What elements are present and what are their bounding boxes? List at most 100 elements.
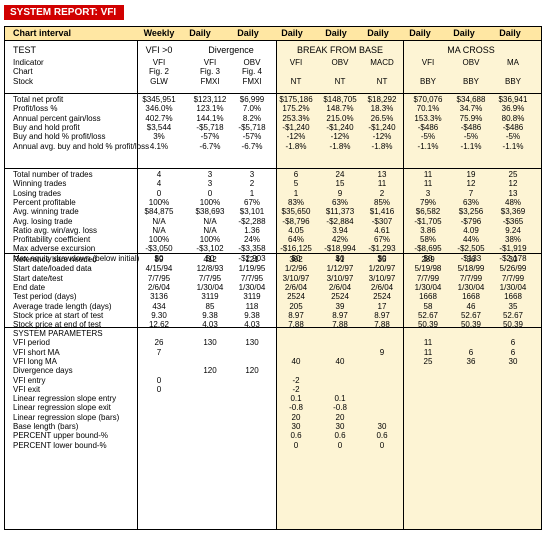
row-cell: $175,186 <box>279 95 313 104</box>
head-row-cell: BBY <box>419 77 437 86</box>
row-cell: $0 <box>205 253 215 263</box>
row-cell: 3/10/97 <box>368 273 396 283</box>
group-break-from-base: BREAK FROM BASE <box>296 45 384 55</box>
section-divider <box>4 168 542 169</box>
row-cell: 18.3% <box>370 104 394 114</box>
row-cell: -$2,903 <box>238 253 266 263</box>
row-label: Winning trades <box>13 179 67 189</box>
row-cell: 63% <box>462 197 480 207</box>
chart-interval-band <box>4 26 542 41</box>
row-cell: 52.67 <box>417 310 439 320</box>
report-title: SYSTEM REPORT: VFI <box>4 5 125 20</box>
interval-cell: Daily <box>499 28 521 38</box>
row-cell: 3 <box>207 170 213 179</box>
row-cell: 3 <box>207 179 213 189</box>
interval-cell: Weekly <box>143 28 175 38</box>
row-cell: 36 <box>466 356 476 366</box>
row-cell: 12 <box>466 179 476 189</box>
row-cell: 50.39 <box>502 320 524 330</box>
head-row-cell: Fig. 4 <box>241 67 263 76</box>
row-label: Annual avg. buy and hold % profit/loss <box>13 141 150 151</box>
row-cell: 3/10/97 <box>326 273 354 283</box>
row-cell: 52.67 <box>502 310 524 320</box>
row-cell: -$8,796 <box>282 216 310 226</box>
row-cell: 130 <box>203 338 217 348</box>
row-cell: $3,256 <box>458 207 484 217</box>
head-row-label: Chart <box>13 67 33 76</box>
row-cell: 7 <box>156 347 162 357</box>
row-cell: -$16,125 <box>280 244 312 254</box>
row-cell: 11 <box>377 179 387 189</box>
row-cell: 30 <box>335 422 345 431</box>
row-cell: -6.7% <box>199 141 221 151</box>
row-cell: 123.1% <box>196 104 224 114</box>
row-cell: 2524 <box>373 292 391 302</box>
row-cell: 2524 <box>331 292 349 302</box>
head-row-cell: GLW <box>150 77 168 86</box>
head-row-cell: BBY <box>462 77 480 86</box>
row-cell: -$18,994 <box>324 244 356 254</box>
row-cell: 70.1% <box>416 104 440 114</box>
row-cell: $345,951 <box>142 95 176 104</box>
row-cell: 2/6/04 <box>284 282 308 292</box>
interval-cell: Daily <box>237 28 259 38</box>
row-cell: 11 <box>423 347 433 357</box>
row-cell: 46 <box>466 301 476 311</box>
row-label: Linear regression slope entry <box>13 394 117 404</box>
row-cell: 4/15/94 <box>145 264 173 274</box>
row-cell: 80.8% <box>501 113 525 123</box>
row-cell: $70,076 <box>413 95 443 104</box>
row-cell: 100% <box>199 197 221 207</box>
head-row-cell: FMXI <box>242 77 262 86</box>
row-cell: 1668 <box>462 292 480 302</box>
row-cell: -57% <box>242 132 262 142</box>
head-row-cell: OBV <box>462 58 480 67</box>
row-cell: 1/30/04 <box>457 282 485 292</box>
row-cell: 36.9% <box>501 104 525 114</box>
row-cell: -1.1% <box>460 141 482 151</box>
interval-cell: Daily <box>281 28 303 38</box>
head-row-cell: NT <box>376 77 388 86</box>
row-cell: N/A <box>152 216 166 226</box>
head-row-cell: Fig. 2 <box>148 67 170 76</box>
row-label: Ratio avg. win/avg. loss <box>13 225 98 235</box>
row-cell: 9.38 <box>244 310 260 320</box>
row-cell: 0.6 <box>376 431 388 441</box>
row-cell: 7/7/99 <box>459 273 483 283</box>
row-cell: 1/2/96 <box>284 264 308 274</box>
row-label: VFI long MA <box>13 356 58 366</box>
row-cell: 402.7% <box>145 113 173 123</box>
column-divider <box>137 41 138 530</box>
row-cell: 2/6/04 <box>328 282 352 292</box>
row-cell: 8.97 <box>288 310 304 320</box>
row-cell: 7.88 <box>374 320 390 330</box>
row-cell: 0 <box>156 384 162 394</box>
row-cell: 0.1 <box>290 394 302 404</box>
row-cell: 148.7% <box>326 104 354 114</box>
row-cell: $1,416 <box>369 207 395 217</box>
row-cell: $18,292 <box>367 95 397 104</box>
row-cell: 38% <box>504 235 522 245</box>
interval-cell: Daily <box>367 28 389 38</box>
row-cell: 39 <box>335 301 345 311</box>
row-cell: 40 <box>335 356 345 366</box>
row-label: PERCENT upper bound-% <box>13 431 109 441</box>
row-cell: 26.5% <box>370 113 394 123</box>
row-cell: 1.36 <box>244 225 260 235</box>
head-row-cell: MACD <box>370 58 394 67</box>
row-label: Buy and hold profit <box>13 122 80 132</box>
row-cell: -1.8% <box>329 141 351 151</box>
row-cell: -$3,358 <box>238 244 266 254</box>
row-label: Avg. winning trade <box>13 207 79 217</box>
row-cell: N/A <box>203 216 217 226</box>
head-row-cell: NT <box>334 77 346 86</box>
row-cell: 24% <box>243 235 261 245</box>
row-cell: 63% <box>331 197 349 207</box>
row-label: VFI short MA <box>13 347 60 357</box>
row-cell: 253.3% <box>282 113 310 123</box>
row-cell: -2 <box>292 384 300 394</box>
row-cell: 11 <box>423 338 433 348</box>
row-cell: 346.0% <box>145 104 173 114</box>
row-cell: 20 <box>335 412 345 422</box>
row-cell: 9.24 <box>505 225 521 235</box>
